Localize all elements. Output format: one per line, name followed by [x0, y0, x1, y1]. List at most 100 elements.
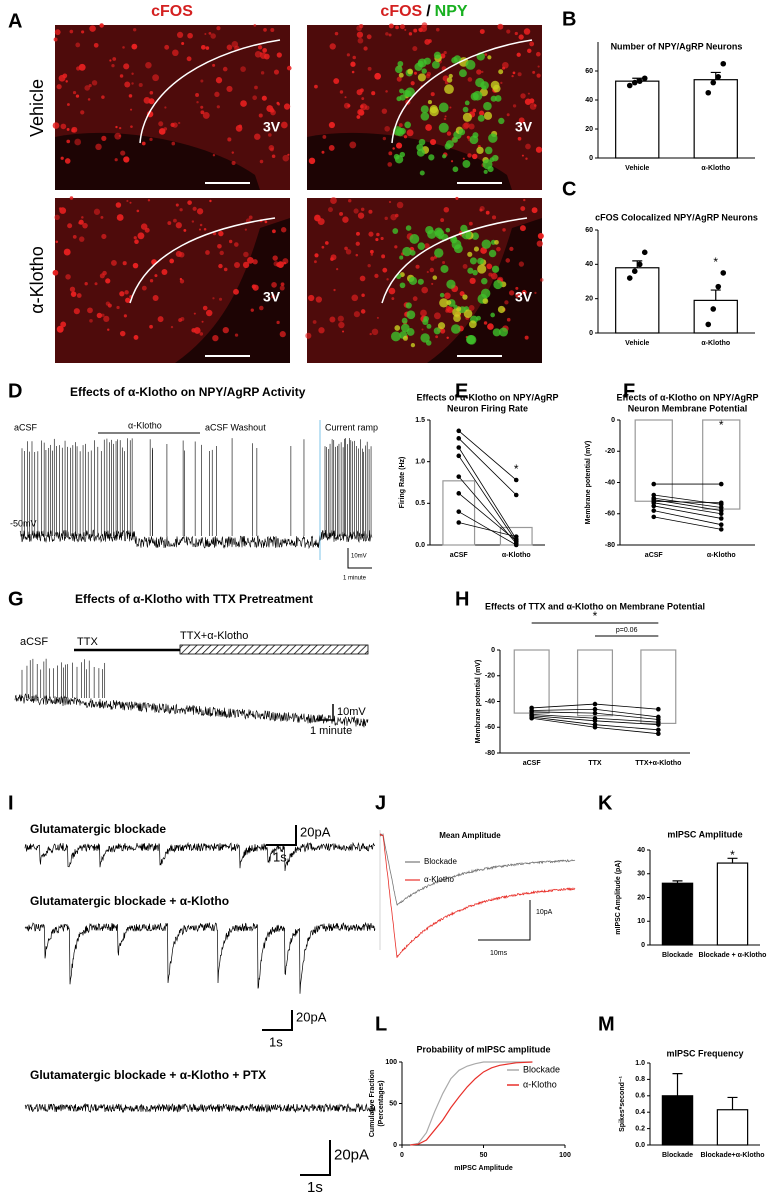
cell: [210, 33, 216, 39]
cell: [212, 334, 219, 342]
cell: [262, 48, 267, 53]
cell: [131, 43, 138, 50]
cell: [178, 121, 181, 125]
data-point: [456, 436, 462, 441]
cell: [204, 33, 207, 36]
cell: [149, 324, 153, 329]
current-trace: [24, 1102, 376, 1113]
series-line: [410, 1061, 533, 1146]
cell: [87, 307, 93, 314]
npy-cell: [399, 255, 404, 260]
npy-cell: [472, 132, 479, 139]
cell: [243, 251, 249, 258]
cell: [105, 278, 111, 284]
y-axis-label: Cumulative Fraction: [369, 1070, 376, 1137]
cell: [111, 260, 117, 266]
cell: [384, 125, 390, 132]
cell: [396, 201, 404, 209]
cell: [443, 50, 447, 55]
cell: [171, 141, 176, 146]
cell: [191, 328, 196, 333]
cell: [370, 253, 374, 256]
y-tick-label: -40: [605, 479, 615, 486]
panel-label: D: [8, 380, 22, 402]
cell: [228, 239, 233, 244]
cell: [531, 207, 538, 214]
npy-cell: [469, 257, 477, 265]
npy-cell: [402, 335, 408, 341]
cell: [181, 41, 185, 46]
cell: [246, 257, 254, 264]
cell: [75, 42, 81, 48]
cell: [366, 34, 372, 40]
data-point: [718, 481, 724, 487]
cell: [325, 241, 329, 245]
cell: [248, 215, 253, 220]
cell: [280, 121, 288, 129]
npy-cell: [392, 228, 399, 234]
cell: [215, 77, 223, 84]
cell: [282, 154, 290, 162]
title-part: cFOS: [380, 3, 422, 20]
cell: [394, 213, 399, 218]
cell: [263, 53, 270, 60]
cell: [364, 105, 370, 111]
cell: [119, 74, 124, 78]
y-tick-label: 0.8: [635, 1076, 645, 1083]
cell: [252, 95, 258, 101]
cell: [212, 154, 216, 157]
cell: [222, 66, 228, 72]
cell: [254, 51, 262, 58]
data-point: [456, 453, 462, 459]
cell: [462, 157, 465, 160]
y-tick-label: 0.4: [635, 1109, 645, 1116]
data-point: [710, 79, 717, 86]
trace-label: aCSF: [20, 636, 48, 648]
x-tick-label: aCSF: [645, 552, 664, 559]
npy-cell: [492, 154, 499, 162]
subject-line: [653, 497, 722, 508]
column-title: cFOS: [151, 3, 193, 20]
cell: [479, 110, 485, 116]
bar: [693, 299, 738, 334]
cell: [203, 227, 207, 231]
cell: [122, 46, 125, 49]
npy-cell: [453, 304, 458, 309]
subject-line: [653, 505, 722, 519]
subject-line: [458, 522, 517, 538]
cell: [114, 158, 118, 162]
npy-cell: [407, 68, 414, 75]
data-point: [626, 82, 633, 89]
cell: [81, 216, 84, 219]
cell: [216, 105, 220, 109]
cell: [321, 150, 325, 154]
cell: [78, 221, 82, 225]
cell: [361, 293, 365, 298]
cell: [141, 141, 146, 146]
cell: [115, 202, 122, 208]
cell: [517, 72, 522, 77]
subject-line: [458, 430, 517, 481]
npy-cell: [494, 239, 499, 245]
cell: [58, 74, 66, 82]
cell: [518, 34, 524, 40]
cell: [122, 261, 127, 266]
cell: [53, 37, 58, 42]
cell: [60, 321, 67, 328]
bar: [615, 80, 660, 159]
cell: [314, 84, 318, 89]
cell: [259, 305, 264, 311]
cell: [282, 258, 289, 265]
chart-title: Probability of mIPSC amplitude: [416, 1044, 550, 1054]
data-point: [718, 511, 724, 517]
cell: [93, 208, 101, 215]
cell: [314, 260, 317, 264]
cell: [200, 105, 204, 109]
cell: [356, 115, 361, 119]
cell: [308, 294, 315, 302]
cell: [198, 228, 202, 231]
cell: [55, 240, 59, 244]
cell: [368, 209, 373, 214]
cell: [192, 206, 197, 211]
npy-cell: [481, 277, 488, 285]
